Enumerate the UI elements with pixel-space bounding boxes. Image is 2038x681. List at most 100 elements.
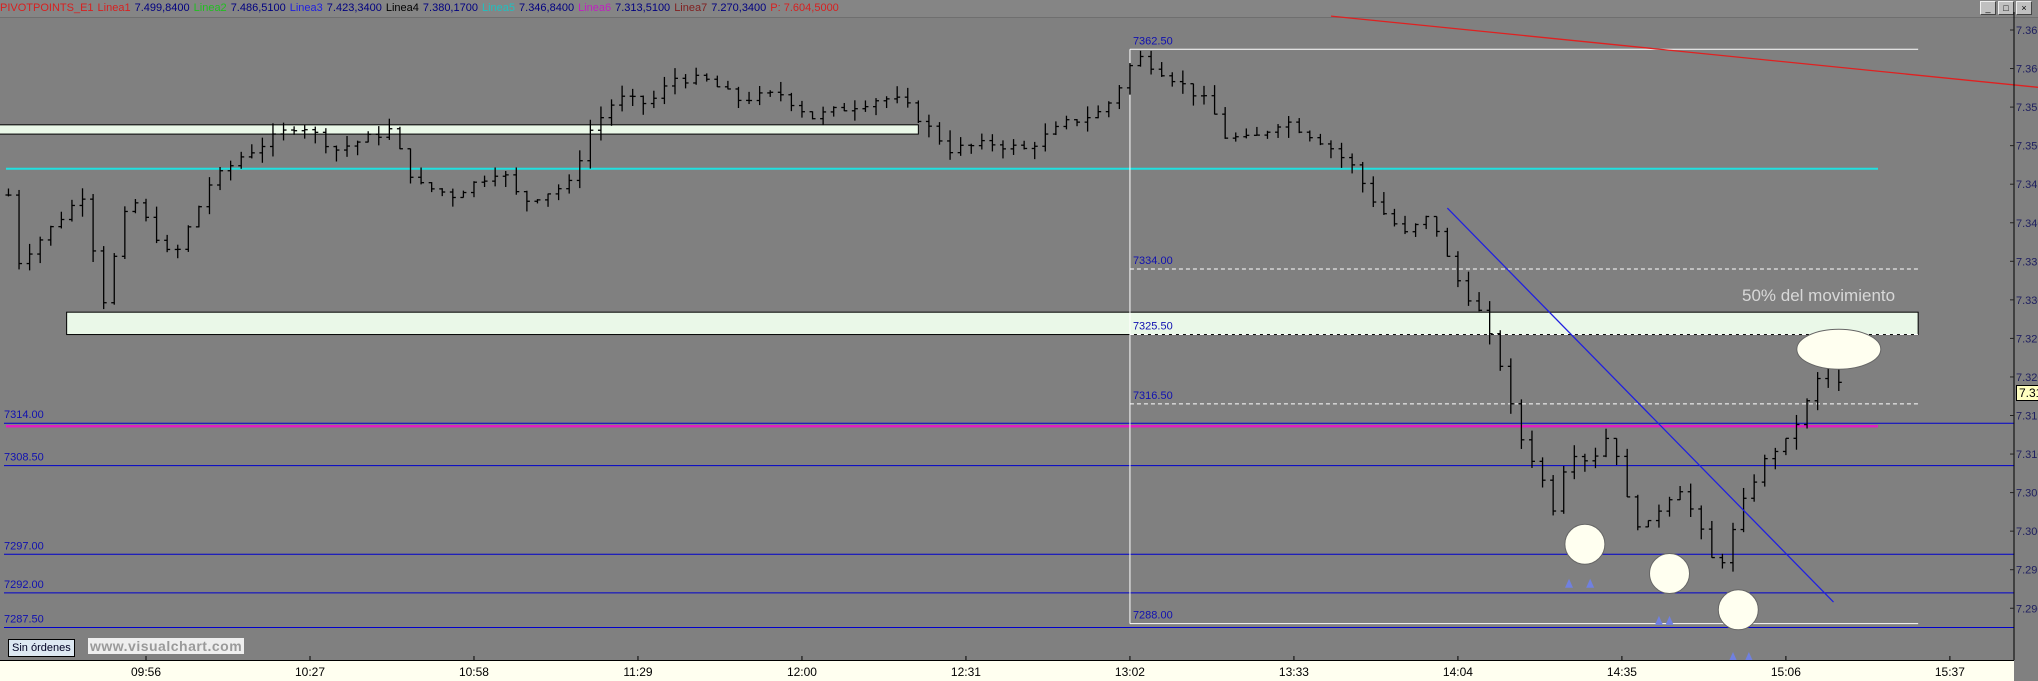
price-bar — [449, 188, 456, 207]
price-bar — [1698, 505, 1705, 540]
retracement-level-label: 7325.50 — [1133, 321, 1173, 333]
trendline — [1446, 207, 1834, 603]
price-bar — [1296, 118, 1303, 134]
y-tick-label: 7.300,0 — [2016, 526, 2038, 538]
highlight-ellipse — [1796, 328, 1882, 370]
price-bar — [1052, 121, 1059, 136]
price-bar — [682, 74, 689, 89]
price-bar — [132, 199, 139, 214]
price-bar — [1190, 83, 1197, 106]
price-bar — [873, 98, 880, 116]
price-bar — [661, 76, 668, 105]
price-bar — [830, 106, 837, 117]
x-tick-label: 14:04 — [1442, 665, 1473, 679]
price-bar — [523, 190, 530, 212]
price-bar — [1814, 372, 1821, 411]
price-bar — [978, 133, 985, 150]
price-bar — [513, 167, 520, 195]
window-controls: _ □ × — [1980, 1, 2032, 15]
last-price-tag: 7.318,0 — [2016, 385, 2038, 401]
y-tick-label: 7.290,0 — [2016, 603, 2038, 615]
x-tick-label: 12:31 — [950, 665, 981, 679]
price-bar — [947, 130, 954, 160]
price-bar — [1645, 519, 1652, 528]
x-tick-label: 11:29 — [623, 665, 653, 679]
price-bar — [619, 85, 626, 112]
price-bar — [534, 199, 541, 204]
highlight-circle — [1717, 589, 1759, 631]
price-bar — [1624, 448, 1631, 498]
price-bar — [851, 100, 858, 121]
price-bar — [100, 246, 107, 310]
x-tick-label: 15:06 — [1770, 665, 1801, 679]
price-bar — [1550, 475, 1557, 516]
price-bar — [1349, 153, 1356, 174]
price-bar — [883, 96, 890, 109]
price-bar — [1497, 330, 1504, 371]
price-bar — [1232, 132, 1239, 142]
price-bar — [1370, 176, 1377, 208]
price-bar — [1042, 123, 1049, 152]
arrow-up-marker-icon — [1565, 578, 1574, 588]
price-bar — [1793, 414, 1800, 450]
price-bar — [47, 225, 54, 246]
price-zone — [0, 124, 919, 135]
arrow-up-marker-icon — [1586, 578, 1595, 588]
price-bar — [37, 236, 44, 264]
price-bar — [640, 95, 647, 115]
price-bar — [936, 122, 943, 145]
legend-item: Linea7 — [674, 2, 708, 14]
price-bar — [1528, 430, 1535, 468]
price-bar — [650, 90, 657, 109]
price-bar — [460, 190, 467, 199]
price-bar — [767, 90, 774, 97]
price-bar — [1666, 496, 1673, 517]
price-bar — [672, 68, 678, 95]
price-bar — [90, 194, 97, 262]
x-tick-label: 12:00 — [786, 665, 817, 679]
price-bar — [1687, 483, 1694, 517]
legend-item: 7.486,5100 — [230, 2, 286, 14]
orders-status-button[interactable]: Sin órdenes — [8, 639, 75, 657]
price-bar — [1021, 140, 1028, 150]
price-bar — [756, 85, 763, 106]
price-bar — [1275, 124, 1282, 138]
retracement-level-label: 7362.50 — [1133, 35, 1173, 47]
price-bar — [1285, 116, 1292, 138]
price-bar — [957, 137, 964, 156]
legend-item: Linea2 — [193, 2, 227, 14]
price-bar — [989, 134, 996, 152]
y-tick-label: 7.355,0 — [2016, 102, 2038, 114]
price-bar — [1105, 101, 1112, 118]
price-bar — [1222, 107, 1229, 139]
price-bar — [185, 225, 192, 252]
price-bar — [566, 174, 573, 194]
maximize-button[interactable]: □ — [1998, 1, 2014, 15]
price-bar — [1148, 50, 1155, 75]
price-bar — [470, 181, 477, 198]
price-bar — [1433, 215, 1440, 237]
y-tick-label: 7.315,0 — [2016, 411, 2038, 423]
minimize-button[interactable]: _ — [1980, 1, 1996, 15]
price-bar — [280, 122, 287, 141]
price-bar — [206, 177, 213, 215]
price-bar — [1465, 271, 1472, 306]
close-button[interactable]: × — [2016, 1, 2032, 15]
price-bar — [1613, 437, 1620, 466]
price-bar — [1074, 119, 1081, 127]
price-bar — [238, 151, 245, 169]
price-bar — [735, 86, 742, 109]
horizontal-level-label: 7287.50 — [4, 614, 44, 626]
price-bar — [227, 160, 234, 181]
price-bar — [1730, 522, 1736, 572]
price-bar — [68, 199, 75, 222]
price-bar — [1708, 520, 1715, 559]
price-bar — [365, 131, 372, 143]
price-bar — [259, 137, 266, 163]
price-bar — [312, 126, 319, 144]
y-tick-label: 7.365,0 — [2016, 25, 2038, 37]
retracement-level-label: 7288.00 — [1133, 610, 1173, 622]
price-bar — [1063, 115, 1070, 130]
price-bar — [174, 244, 181, 259]
